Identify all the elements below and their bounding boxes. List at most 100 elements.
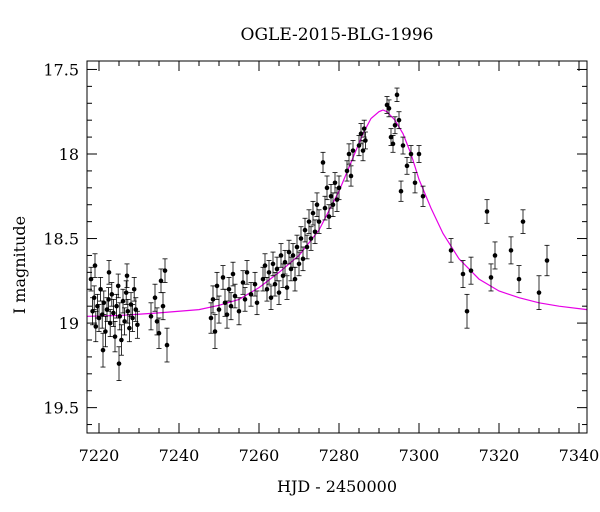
point-marker	[240, 280, 246, 285]
point-marker	[392, 122, 398, 128]
data-point	[124, 263, 130, 288]
data-point	[88, 266, 94, 292]
data-point	[468, 256, 474, 285]
data-point	[520, 209, 526, 234]
point-marker	[88, 276, 94, 282]
data-point	[286, 239, 292, 265]
y-tick-label: 18	[59, 145, 79, 164]
data-point	[328, 184, 334, 209]
data-point	[107, 309, 113, 338]
point-marker	[328, 193, 334, 199]
point-marker	[115, 283, 121, 289]
x-tick-label: 7260	[239, 446, 280, 465]
x-tick-label: 7320	[479, 446, 520, 465]
point-marker	[106, 297, 111, 302]
y-tick-label: 19	[59, 314, 79, 333]
data-point	[310, 200, 316, 226]
point-marker	[260, 276, 266, 282]
point-marker	[264, 286, 270, 292]
data-point	[390, 134, 396, 153]
data-point	[448, 238, 454, 263]
point-marker	[384, 102, 390, 108]
point-marker	[300, 256, 306, 262]
data-point	[420, 185, 426, 207]
point-marker	[310, 210, 316, 216]
data-point	[408, 145, 414, 163]
point-marker	[320, 160, 326, 165]
point-marker	[93, 324, 99, 329]
data-point	[226, 277, 232, 302]
point-marker	[107, 320, 113, 326]
data-point	[284, 275, 290, 300]
point-marker	[332, 180, 338, 186]
data-point	[106, 260, 112, 285]
point-marker	[282, 259, 288, 265]
model-curve-layer	[86, 109, 588, 317]
data-point	[154, 307, 160, 336]
point-marker	[296, 261, 302, 267]
point-marker	[398, 188, 404, 194]
point-marker	[135, 322, 140, 328]
point-marker	[228, 303, 234, 309]
point-marker	[101, 300, 107, 306]
data-point	[254, 290, 260, 316]
data-point	[101, 290, 107, 316]
point-marker	[358, 131, 364, 137]
point-marker	[122, 319, 127, 324]
data-point	[292, 266, 298, 292]
point-marker	[286, 249, 292, 255]
point-marker	[298, 236, 304, 241]
point-marker	[280, 273, 286, 279]
point-marker	[324, 185, 330, 191]
data-point	[125, 299, 131, 324]
point-marker	[158, 278, 164, 284]
data-point	[230, 261, 236, 287]
data-point	[484, 199, 490, 224]
point-marker	[484, 209, 490, 214]
point-marker	[96, 315, 102, 321]
data-point	[300, 246, 306, 272]
data-point	[126, 314, 132, 343]
data-point	[276, 280, 282, 305]
data-point	[264, 277, 270, 302]
data-point	[460, 260, 466, 288]
point-marker	[116, 361, 122, 366]
data-point	[288, 256, 294, 282]
data-point	[400, 136, 406, 155]
point-marker	[412, 180, 418, 186]
point-marker	[314, 202, 320, 208]
data-point	[298, 226, 304, 251]
point-marker	[212, 329, 218, 334]
data-point	[112, 320, 118, 353]
point-marker	[508, 248, 514, 253]
point-marker	[124, 273, 130, 279]
data-point	[266, 260, 272, 285]
point-marker	[520, 219, 526, 224]
point-marker	[396, 117, 402, 123]
point-marker	[536, 290, 542, 295]
point-marker	[274, 266, 280, 272]
data-point	[492, 241, 498, 270]
point-marker	[330, 202, 336, 208]
data-point	[118, 324, 124, 356]
point-marker	[361, 126, 367, 131]
x-tick-label: 7300	[399, 446, 440, 465]
data-point	[302, 217, 308, 243]
point-marker	[156, 330, 162, 336]
data-point	[356, 134, 362, 157]
point-marker	[100, 347, 106, 353]
data-point	[133, 297, 139, 322]
x-tick-label: 7220	[79, 446, 120, 465]
point-marker	[98, 286, 103, 292]
point-marker	[104, 307, 110, 312]
point-marker	[544, 258, 550, 263]
data-point	[346, 143, 352, 165]
point-marker	[226, 286, 232, 292]
point-marker	[90, 308, 95, 314]
data-point	[156, 317, 162, 349]
point-marker	[266, 270, 272, 275]
data-point	[304, 234, 310, 260]
data-point	[308, 226, 314, 251]
axes-layer: 7220 7240 7260 7280 7300 7320 7340 17.5 18 18.5 19…	[43, 60, 599, 465]
data-point	[350, 140, 356, 162]
